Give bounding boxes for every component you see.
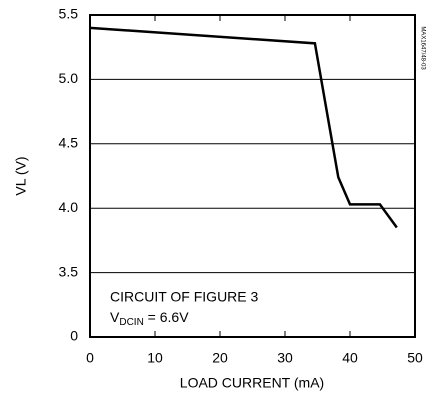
watermark: MAX1647/48-03	[419, 26, 425, 70]
annotation: CIRCUIT OF FIGURE 3	[110, 289, 259, 305]
plot-frame	[89, 14, 416, 338]
x-tick-label: 30	[277, 350, 293, 366]
y-tick-label: 0	[70, 328, 78, 344]
x-tick-label: 50	[407, 350, 423, 366]
annotation-part: V	[110, 309, 120, 325]
annotation-part: = 6.6V	[144, 309, 189, 325]
data-line	[89, 26, 398, 229]
y-axis-title: VL (V)	[13, 156, 29, 195]
annotation-subscript: DCIN	[119, 317, 143, 328]
x-tick-label: 40	[342, 350, 358, 366]
y-tick-label: 5.5	[59, 6, 79, 22]
annotation: VDCIN = 6.6V	[110, 309, 189, 328]
x-tick-label: 20	[212, 350, 228, 366]
x-tick-label: 0	[86, 350, 94, 366]
y-tick-label: 4.0	[59, 199, 79, 215]
x-tick-label: 10	[147, 350, 163, 366]
y-tick-label: 3.5	[59, 263, 79, 279]
x-axis-title: LOAD CURRENT (mA)	[180, 375, 324, 391]
y-tick-label: 4.5	[59, 135, 79, 151]
y-tick-label: 5.0	[59, 70, 79, 86]
